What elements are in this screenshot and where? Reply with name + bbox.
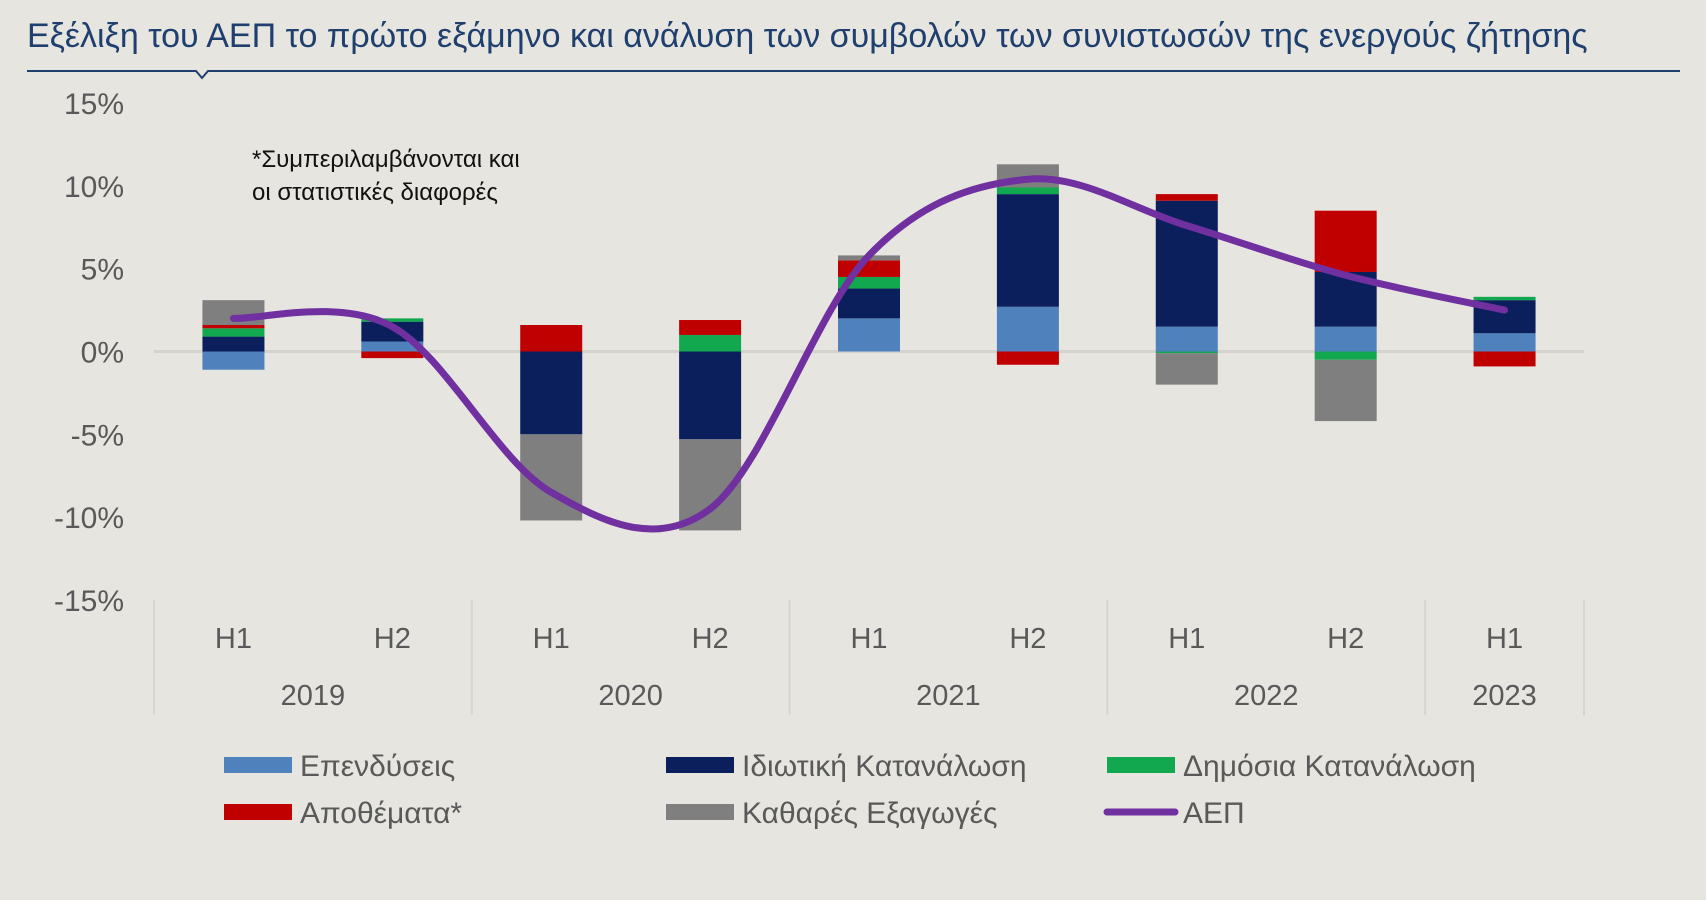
x-group-label: 2019	[281, 680, 346, 712]
bar-ιδιωτική-κατανάλωση-2	[520, 351, 583, 435]
bar-αποθέματα-8	[1473, 351, 1536, 367]
y-tick-label: 15%	[64, 88, 124, 121]
bar-επενδύσεις-8	[1473, 333, 1536, 352]
x-tick-label: H1	[215, 623, 252, 655]
title-underline	[27, 70, 1680, 80]
annotation-line-1: *Συμπεριλαμβάνονται και	[252, 146, 520, 173]
bar-αποθέματα-4	[838, 260, 900, 277]
bar-επενδύσεις-4	[838, 318, 900, 352]
bar-ιδιωτική-κατανάλωση-5	[996, 194, 1059, 307]
bar-δημόσια-κατανάλωση-5	[996, 187, 1059, 195]
bar-επενδύσεις-7	[1314, 326, 1377, 352]
x-tick-label: H2	[692, 623, 729, 655]
chart-title: Εξέλιξη του ΑΕΠ το πρώτο εξάμηνο και ανά…	[27, 17, 1588, 55]
x-tick-label: H2	[374, 623, 411, 655]
legend-label: Αποθέματα*	[300, 797, 462, 830]
legend-label: ΑΕΠ	[1183, 797, 1245, 830]
x-group-label: 2023	[1472, 680, 1537, 712]
legend-swatch	[666, 757, 734, 773]
x-tick-label: H2	[1327, 623, 1364, 655]
bar-ιδιωτική-κατανάλωση-4	[838, 288, 900, 319]
bar-δημόσια-κατανάλωση-0	[202, 328, 265, 337]
x-tick-label: H1	[1168, 623, 1205, 655]
bar-δημόσια-κατανάλωση-4	[838, 276, 900, 289]
bar-επενδύσεις-5	[996, 306, 1059, 352]
bar-επενδύσεις-1	[361, 341, 424, 352]
x-tick-label: H1	[850, 623, 887, 655]
bar-αποθέματα-6	[1155, 194, 1218, 201]
bar-δημόσια-κατανάλωση-7	[1314, 351, 1377, 360]
bar-αποθέματα-3	[679, 320, 742, 335]
legend-swatch	[666, 804, 734, 820]
bar-καθαρές-εξαγωγές-7	[1314, 359, 1377, 422]
bar-δημόσια-κατανάλωση-1	[361, 318, 424, 322]
legend-label: Καθαρές Εξαγωγές	[742, 797, 997, 830]
legend-item-ιδιωτική-κατανάλωση: Ιδιωτική Κατανάλωση	[666, 750, 1027, 783]
bar-ιδιωτική-κατανάλωση-0	[202, 336, 265, 352]
legend-label: Δημόσια Κατανάλωση	[1183, 750, 1476, 783]
bar-αποθέματα-5	[996, 351, 1059, 365]
bar-αποθέματα-7	[1314, 210, 1377, 272]
legend-item-καθαρές-εξαγωγές: Καθαρές Εξαγωγές	[666, 797, 997, 830]
x-group-label: 2020	[598, 680, 663, 712]
bar-αποθέματα-2	[520, 324, 583, 352]
legend-swatch	[224, 804, 292, 820]
legend-item-επενδύσεις: Επενδύσεις	[224, 750, 455, 783]
annotation-line-2: οι στατιστικές διαφορές	[252, 179, 498, 206]
y-tick-label: 5%	[81, 254, 124, 287]
legend-label: Επενδύσεις	[300, 750, 455, 783]
y-tick-label: -5%	[71, 419, 124, 452]
bar-επενδύσεις-0	[202, 351, 265, 370]
x-tick-label: H1	[1486, 623, 1523, 655]
legend-label: Ιδιωτική Κατανάλωση	[742, 750, 1027, 783]
x-group-label: 2022	[1234, 680, 1299, 712]
y-tick-label: -15%	[54, 585, 124, 618]
bar-δημόσια-κατανάλωση-3	[679, 334, 742, 352]
y-tick-label: -10%	[54, 502, 124, 535]
bar-ιδιωτική-κατανάλωση-3	[679, 351, 742, 440]
x-tick-label: H2	[1009, 623, 1046, 655]
bar-επενδύσεις-6	[1155, 326, 1218, 352]
legend-item-δημόσια-κατανάλωση: Δημόσια Κατανάλωση	[1107, 750, 1476, 783]
legend-item-αποθέματα: Αποθέματα*	[224, 797, 462, 830]
bar-δημόσια-κατανάλωση-8	[1473, 296, 1536, 301]
x-tick-label: H1	[533, 623, 570, 655]
legend-swatch	[224, 757, 292, 773]
bar-αποθέματα-0	[202, 324, 265, 329]
x-group-label: 2021	[916, 680, 981, 712]
y-tick-label: 10%	[64, 171, 124, 204]
legend-item-αεπ: ΑΕΠ	[1103, 797, 1245, 830]
bar-αποθέματα-1	[361, 351, 424, 359]
gdp-line	[229, 175, 1509, 533]
legend-swatch	[1107, 757, 1175, 773]
bar-δημόσια-κατανάλωση-6	[1155, 351, 1218, 354]
bar-καθαρές-εξαγωγές-6	[1155, 353, 1218, 385]
y-tick-label: 0%	[81, 337, 124, 370]
